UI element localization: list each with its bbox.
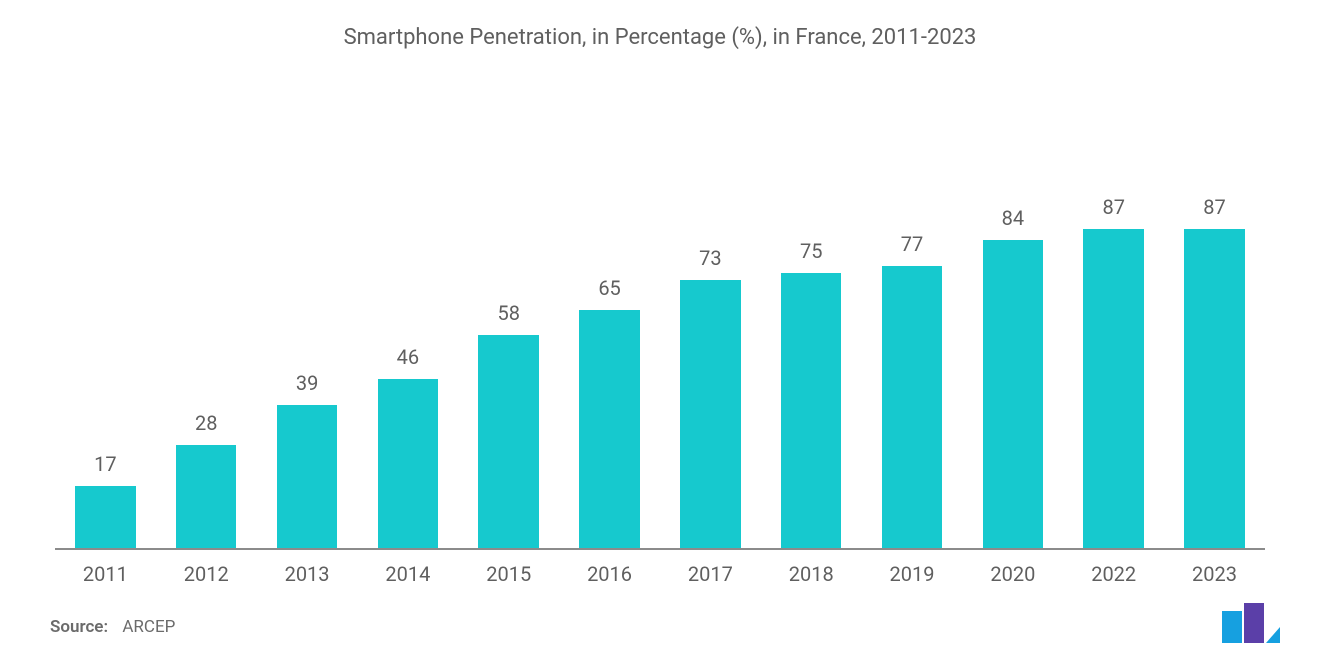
x-axis-tick-label: 2017 — [660, 562, 761, 586]
bar-group: 17 — [55, 80, 156, 548]
x-axis-tick-label: 2018 — [761, 562, 862, 586]
bar-group: 65 — [559, 80, 660, 548]
logo-accent — [1266, 627, 1280, 643]
bar-value-label: 77 — [901, 232, 923, 256]
x-axis-tick-label: 2013 — [257, 562, 358, 586]
bar — [680, 280, 740, 548]
bar — [882, 266, 942, 548]
bar — [277, 405, 337, 548]
bar — [478, 335, 538, 548]
bar-value-label: 46 — [397, 345, 419, 369]
bar-value-label: 58 — [497, 301, 519, 325]
bar — [579, 310, 639, 548]
bar — [1083, 229, 1143, 548]
bar-value-label: 84 — [1002, 206, 1024, 230]
x-axis-tick-label: 2012 — [156, 562, 257, 586]
bar-group: 87 — [1164, 80, 1265, 548]
bar-value-label: 17 — [94, 452, 116, 476]
brand-logo — [1222, 603, 1280, 643]
x-axis-labels: 2011201220132014201520162017201820192020… — [55, 562, 1265, 586]
bar-group: 84 — [962, 80, 1063, 548]
source-label: Source: — [50, 617, 108, 637]
bar — [176, 445, 236, 548]
x-axis-tick-label: 2019 — [862, 562, 963, 586]
bar — [781, 273, 841, 548]
bar-group: 87 — [1063, 80, 1164, 548]
x-axis-tick-label: 2014 — [357, 562, 458, 586]
x-axis-tick-label: 2011 — [55, 562, 156, 586]
bar — [378, 379, 438, 548]
bar-group: 75 — [761, 80, 862, 548]
bar-value-label: 87 — [1102, 195, 1124, 219]
bar-group: 58 — [458, 80, 559, 548]
plot-area: 17 28 39 46 58 65 73 75 77 84 87 87 — [55, 80, 1265, 550]
bar-value-label: 75 — [800, 239, 822, 263]
source-value: ARCEP — [122, 617, 175, 637]
x-axis-tick-label: 2015 — [458, 562, 559, 586]
chart-container: Smartphone Penetration, in Percentage (%… — [0, 0, 1320, 665]
x-axis-tick-label: 2022 — [1063, 562, 1164, 586]
x-axis-tick-label: 2016 — [559, 562, 660, 586]
x-axis-tick-label: 2023 — [1164, 562, 1265, 586]
bar-value-label: 65 — [598, 276, 620, 300]
bar-group: 46 — [357, 80, 458, 548]
bar-value-label: 39 — [296, 371, 318, 395]
bar-group: 77 — [862, 80, 963, 548]
bar-group: 28 — [156, 80, 257, 548]
bar-value-label: 87 — [1203, 195, 1225, 219]
bar-group: 39 — [257, 80, 358, 548]
bar-group: 73 — [660, 80, 761, 548]
bar-value-label: 73 — [699, 246, 721, 270]
source-attribution: Source: ARCEP — [50, 617, 175, 637]
chart-title: Smartphone Penetration, in Percentage (%… — [40, 25, 1280, 50]
logo-bar-1 — [1222, 611, 1242, 643]
bar — [75, 486, 135, 548]
bar — [1184, 229, 1244, 548]
bar-value-label: 28 — [195, 411, 217, 435]
bar — [983, 240, 1043, 548]
x-axis-tick-label: 2020 — [962, 562, 1063, 586]
logo-bar-2 — [1244, 603, 1264, 643]
